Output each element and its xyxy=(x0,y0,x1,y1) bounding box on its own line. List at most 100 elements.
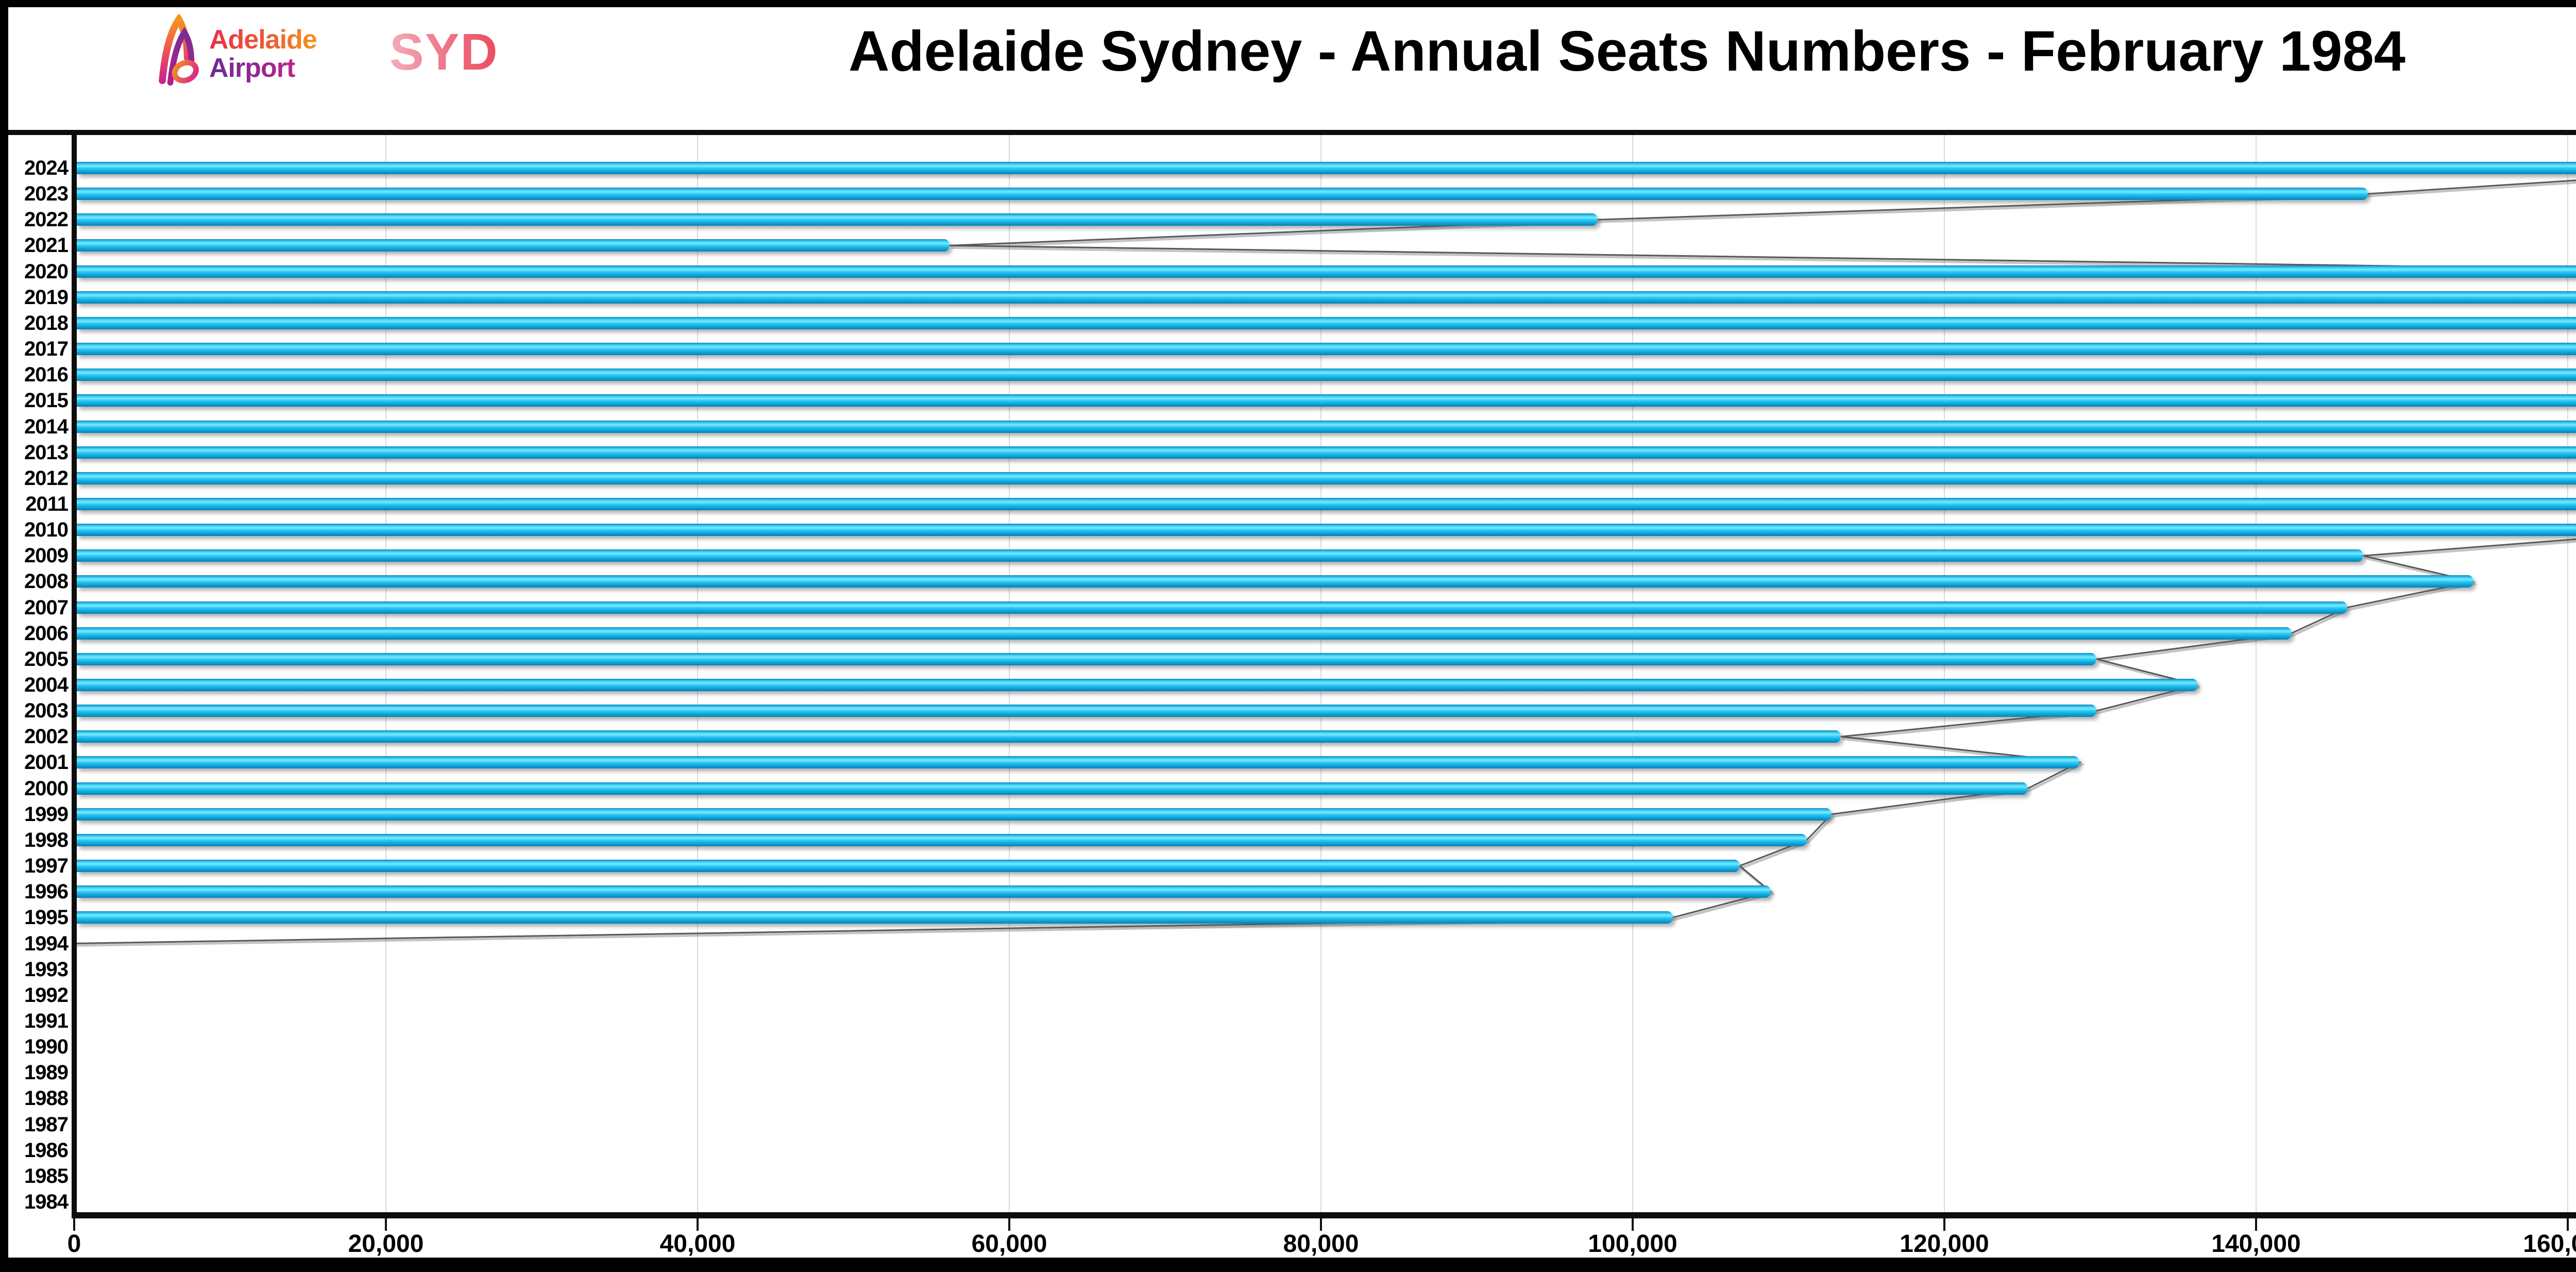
y-axis-year-label: 1986 xyxy=(24,1139,69,1162)
y-axis-year-label: 2015 xyxy=(24,389,69,412)
y-axis-year-label: 1992 xyxy=(24,983,69,1007)
y-axis-year-label: 2024 xyxy=(24,157,69,179)
seats-bar-2004 xyxy=(77,679,2198,691)
y-axis-year-label: 2003 xyxy=(24,699,69,723)
y-axis-year-label: 2010 xyxy=(24,518,69,542)
vertical-gridline xyxy=(1009,135,1010,1212)
x-axis-tick-label: 140,000 xyxy=(2211,1230,2301,1258)
x-axis-tick xyxy=(73,1218,75,1231)
x-axis-tick-label: 100,000 xyxy=(1588,1230,1677,1258)
y-axis-line xyxy=(72,130,77,1218)
route-code-syd: SYD xyxy=(389,23,499,81)
seats-bar-1995 xyxy=(77,911,1673,924)
seats-bar-1997 xyxy=(77,860,1740,873)
y-axis-year-label: 2023 xyxy=(24,182,69,206)
y-axis-year-label: 1987 xyxy=(24,1113,69,1136)
seats-bar-2019 xyxy=(77,291,2576,304)
y-axis-year-label: 2020 xyxy=(24,260,69,283)
vertical-gridline xyxy=(1632,135,1633,1212)
plot-top-border xyxy=(8,130,2576,135)
vertical-gridline xyxy=(697,135,698,1212)
y-axis-year-label: 2018 xyxy=(24,311,69,334)
seats-bar-2013 xyxy=(77,446,2576,459)
seats-bar-2020 xyxy=(77,265,2576,278)
x-axis-tick xyxy=(1320,1218,1322,1231)
x-axis-tick-label: 80,000 xyxy=(1283,1230,1359,1258)
y-axis-year-label: 2008 xyxy=(24,570,69,593)
x-axis-tick xyxy=(385,1218,387,1231)
y-axis-year-label: 2021 xyxy=(24,234,69,257)
seats-bar-1999 xyxy=(77,808,1832,821)
seats-bar-2023 xyxy=(77,188,2368,200)
adelaide-word: Adelaide xyxy=(209,25,317,55)
seats-bar-2014 xyxy=(77,420,2576,433)
y-axis-year-label: 1985 xyxy=(24,1164,69,1187)
y-axis-year-label: 2004 xyxy=(24,674,69,696)
y-axis-year-label: 1989 xyxy=(24,1061,69,1084)
x-axis-line xyxy=(72,1212,2576,1218)
vertical-gridline xyxy=(385,135,386,1212)
y-axis-year-label: 1994 xyxy=(24,932,69,955)
x-axis-tick-label: 20,000 xyxy=(348,1230,424,1258)
seats-bar-2012 xyxy=(77,472,2576,484)
seats-bar-2016 xyxy=(77,369,2576,381)
y-axis-year-label: 1995 xyxy=(24,906,69,929)
vertical-gridline xyxy=(2567,135,2568,1212)
y-axis-year-label: 2013 xyxy=(24,441,69,464)
seats-bar-2024 xyxy=(77,162,2576,174)
seats-bar-2007 xyxy=(77,601,2348,614)
seats-bar-2010 xyxy=(77,524,2576,537)
vertical-gridline xyxy=(1320,135,1321,1212)
adelaide-airport-arch-icon xyxy=(159,14,199,86)
y-axis-year-label: 1998 xyxy=(24,828,69,851)
seats-bar-2000 xyxy=(77,782,2028,795)
airport-word: Airport xyxy=(209,54,317,82)
x-axis-tick xyxy=(1943,1218,1945,1231)
x-axis-tick-label: 0 xyxy=(67,1230,81,1258)
y-axis-year-label: 2002 xyxy=(24,725,69,748)
y-axis-year-label: 2005 xyxy=(24,647,69,671)
y-axis-year-label: 2000 xyxy=(24,777,69,800)
y-axis-year-label: 2009 xyxy=(24,544,69,567)
seats-bar-2002 xyxy=(77,730,1841,743)
x-axis-tick-label: 40,000 xyxy=(659,1230,736,1258)
x-axis-tick-label: 120,000 xyxy=(1900,1230,1989,1258)
seats-bar-2009 xyxy=(77,549,2363,562)
x-axis-tick xyxy=(1632,1218,1634,1231)
seats-bar-2015 xyxy=(77,394,2576,407)
y-axis-year-label: 2022 xyxy=(24,208,69,231)
x-axis-tick xyxy=(1008,1218,1010,1231)
y-axis-year-label: 2016 xyxy=(24,363,69,387)
y-axis-year-label: 2011 xyxy=(25,492,69,515)
seats-bar-2005 xyxy=(77,652,2097,665)
x-axis-tick xyxy=(697,1218,699,1231)
y-axis-year-label: 1984 xyxy=(24,1191,69,1213)
x-axis-tick xyxy=(2255,1218,2257,1231)
x-axis-tick xyxy=(2567,1218,2569,1231)
y-axis-year-label: 2019 xyxy=(24,286,69,309)
seats-bar-2017 xyxy=(77,343,2576,356)
y-axis-year-label: 2014 xyxy=(24,415,69,438)
seats-bar-2006 xyxy=(77,627,2292,640)
y-axis-year-label: 1988 xyxy=(24,1087,69,1110)
adelaide-airport-wordmark: Adelaide Airport xyxy=(209,26,317,82)
y-axis-year-label: 1990 xyxy=(24,1035,69,1059)
chart-sheet: Adelaide Airport SYD Adelaide Sydney - A… xyxy=(8,7,2576,1258)
y-axis-year-label: 1996 xyxy=(24,880,69,903)
y-axis-year-label: 1991 xyxy=(24,1009,69,1032)
y-axis-year-label: 2012 xyxy=(24,466,69,490)
seats-bar-2008 xyxy=(77,575,2474,588)
seats-bar-2021 xyxy=(77,239,950,252)
y-axis-year-label: 2007 xyxy=(24,596,69,619)
seats-bar-1996 xyxy=(77,885,1771,898)
seats-bar-2022 xyxy=(77,213,1598,226)
y-axis-year-label: 1993 xyxy=(24,958,69,981)
vertical-gridline xyxy=(1944,135,1945,1212)
y-axis-year-label: 2006 xyxy=(24,622,69,645)
x-axis-tick-label: 160,000 xyxy=(2523,1230,2576,1258)
header: Adelaide Airport SYD Adelaide Sydney - A… xyxy=(8,7,2576,130)
seats-bar-1998 xyxy=(77,833,1807,846)
seats-bar-2001 xyxy=(77,756,2080,769)
seats-bar-2018 xyxy=(77,316,2576,329)
vertical-gridline xyxy=(2256,135,2257,1212)
